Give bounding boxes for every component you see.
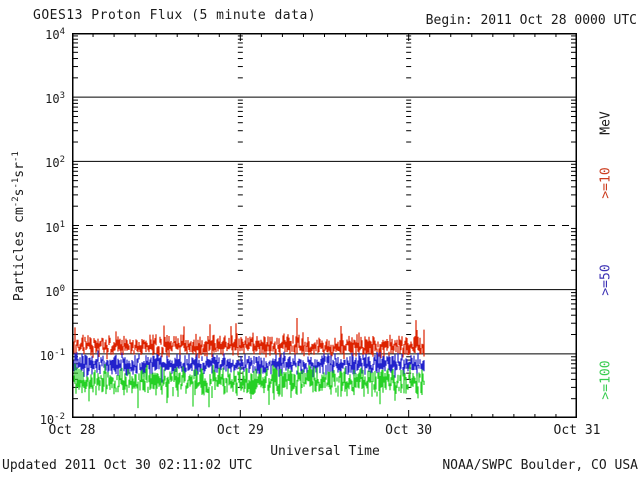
y-tick-label: 104 xyxy=(45,27,65,42)
begin-time-label: Begin: 2011 Oct 28 0000 UTC xyxy=(425,13,637,28)
y-tick-label: 10-1 xyxy=(39,347,65,363)
y-tick-label: 102 xyxy=(45,155,65,171)
x-tick-label: Oct 28 xyxy=(48,423,96,438)
gridlines xyxy=(72,96,577,355)
x-axis-title: Universal Time xyxy=(270,444,380,459)
plot-area xyxy=(72,33,577,418)
chart-title: GOES13 Proton Flux (5 minute data) xyxy=(33,8,317,23)
credit-label: NOAA/SWPC Boulder, CO USA xyxy=(442,458,638,473)
legend-100: >=100 xyxy=(598,360,614,400)
x-tick-label: Oct 30 xyxy=(385,423,433,438)
y-tick-label: 10-2 xyxy=(39,412,65,427)
trace-10 xyxy=(72,318,425,360)
y-tick-label: 103 xyxy=(45,91,65,107)
flux-traces xyxy=(72,318,425,409)
trace-50 xyxy=(72,350,425,383)
y-axis-title: Particles cm-2s-1sr-1 xyxy=(10,151,28,302)
plot-frame xyxy=(72,33,577,418)
legend-50: >=50 xyxy=(598,264,614,296)
updated-timestamp: Updated 2011 Oct 30 02:11:02 UTC xyxy=(2,458,253,473)
log-minor-ticks xyxy=(72,35,577,400)
legend-10: >=10 xyxy=(598,167,614,199)
x-tick-label: Oct 31 xyxy=(553,423,601,438)
y-tick-label: 101 xyxy=(45,219,65,235)
x-tick-label: Oct 29 xyxy=(216,423,264,438)
y-tick-label: 100 xyxy=(45,283,65,299)
plot-svg xyxy=(72,33,577,418)
trace-100 xyxy=(72,363,425,409)
